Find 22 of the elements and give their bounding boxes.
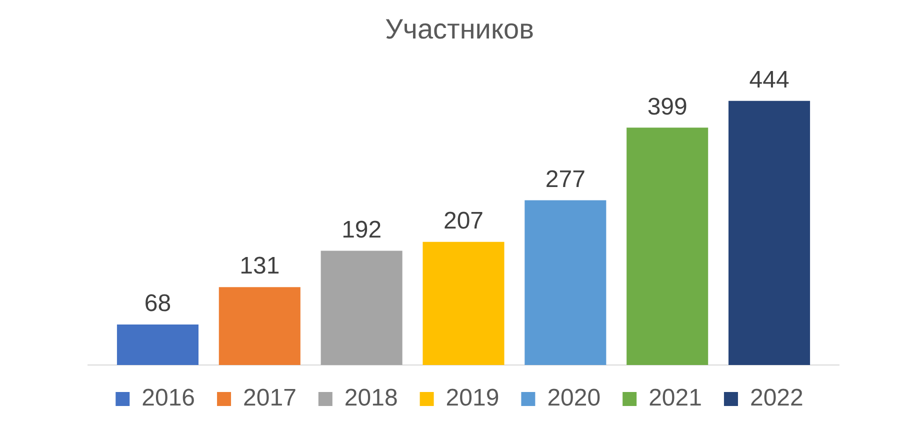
bar <box>422 242 504 365</box>
bar <box>626 128 708 365</box>
bar <box>320 250 402 365</box>
legend-label: 2020 <box>547 384 601 412</box>
data-label: 277 <box>545 166 586 193</box>
chart-title: Участников <box>385 14 534 45</box>
data-label: 192 <box>342 216 382 244</box>
bar <box>524 200 606 365</box>
legend-label: 2019 <box>446 384 500 412</box>
legend-label: 2017 <box>243 384 296 412</box>
legend-label: 2018 <box>344 384 398 412</box>
bar <box>116 324 199 365</box>
legend-label: 2022 <box>750 384 804 412</box>
legend-label: 2016 <box>142 384 196 412</box>
data-label: 399 <box>647 93 688 120</box>
data-label: 131 <box>240 252 280 280</box>
bar <box>218 287 300 365</box>
legend-label: 2021 <box>648 384 702 412</box>
data-label: 68 <box>144 290 172 318</box>
data-label: 444 <box>749 66 790 94</box>
bar <box>728 100 810 365</box>
data-label: 207 <box>443 208 484 234</box>
